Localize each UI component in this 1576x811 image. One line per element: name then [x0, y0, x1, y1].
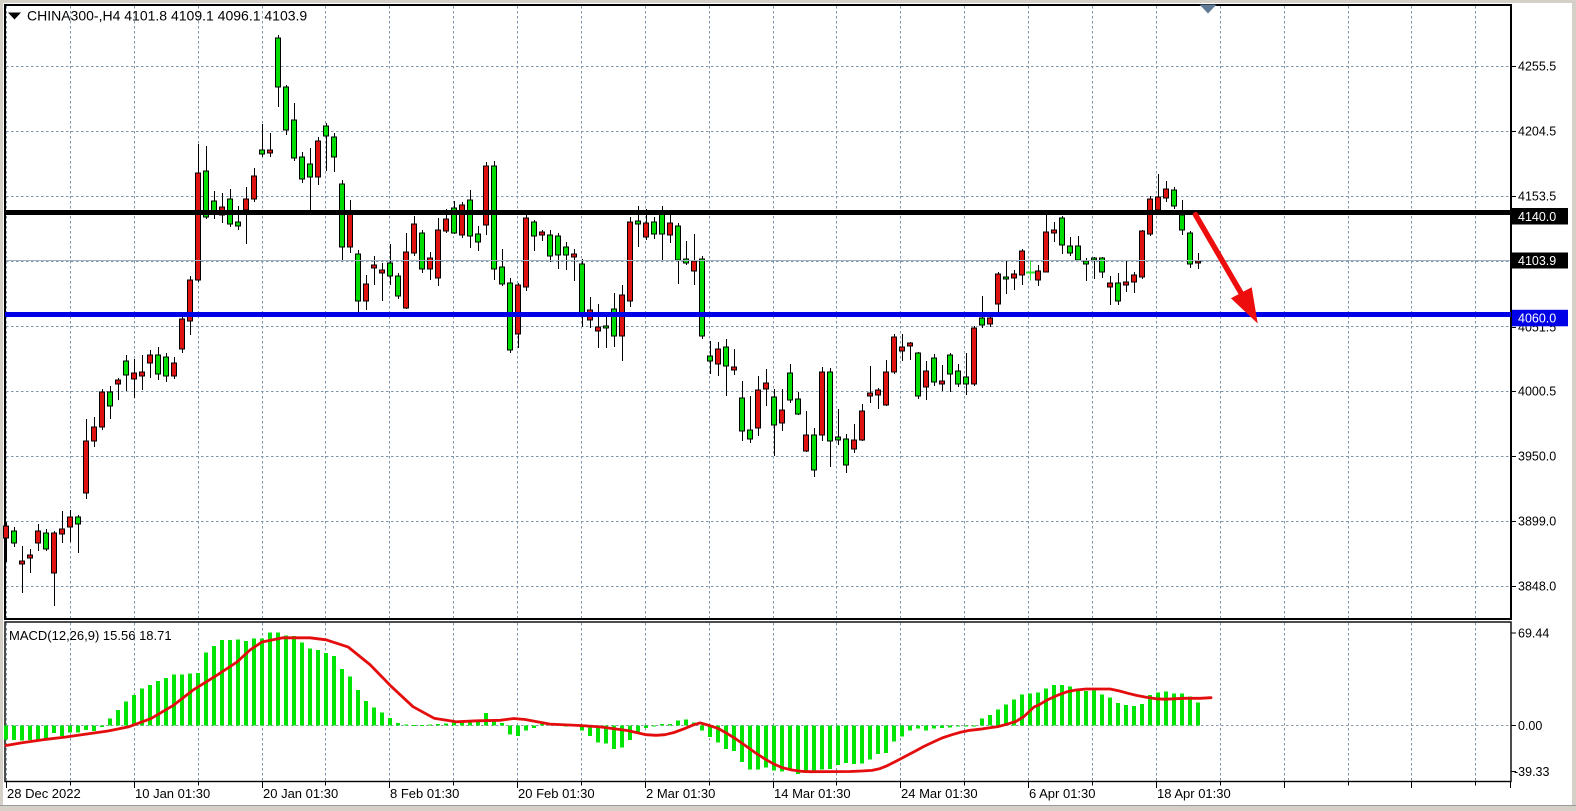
- svg-text:10 Jan 01:30: 10 Jan 01:30: [135, 786, 210, 801]
- svg-text:4103.9: 4103.9: [1518, 254, 1556, 268]
- svg-text:4255.5: 4255.5: [1518, 60, 1556, 74]
- svg-text:4140.0: 4140.0: [1518, 210, 1556, 224]
- svg-text:20 Jan 01:30: 20 Jan 01:30: [263, 786, 338, 801]
- svg-text:14 Mar 01:30: 14 Mar 01:30: [774, 786, 851, 801]
- svg-text:4000.5: 4000.5: [1518, 385, 1556, 399]
- svg-text:69.44: 69.44: [1518, 627, 1549, 641]
- svg-text:18 Apr 01:30: 18 Apr 01:30: [1157, 786, 1231, 801]
- svg-text:4204.5: 4204.5: [1518, 125, 1556, 139]
- svg-text:24 Mar 01:30: 24 Mar 01:30: [901, 786, 978, 801]
- svg-text:3950.0: 3950.0: [1518, 450, 1556, 464]
- svg-text:0.00: 0.00: [1518, 719, 1542, 733]
- svg-text:MACD(12,26,9) 15.56 18.71: MACD(12,26,9) 15.56 18.71: [9, 628, 172, 643]
- svg-text:3899.0: 3899.0: [1518, 515, 1556, 529]
- svg-text:6 Apr 01:30: 6 Apr 01:30: [1029, 786, 1096, 801]
- svg-text:20 Feb 01:30: 20 Feb 01:30: [518, 786, 595, 801]
- svg-text:4153.5: 4153.5: [1518, 190, 1556, 204]
- svg-text:3848.0: 3848.0: [1518, 580, 1556, 594]
- svg-text:4060.0: 4060.0: [1518, 312, 1556, 326]
- svg-text:28 Dec 2022: 28 Dec 2022: [7, 786, 81, 801]
- svg-text:8 Feb 01:30: 8 Feb 01:30: [390, 786, 459, 801]
- svg-text:2 Mar 01:30: 2 Mar 01:30: [646, 786, 715, 801]
- svg-text:-39.33: -39.33: [1514, 765, 1549, 779]
- svg-text:CHINA300-,H4 4101.8 4109.1 40: CHINA300-,H4 4101.8 4109.1 4096.1 4103.9: [27, 8, 307, 24]
